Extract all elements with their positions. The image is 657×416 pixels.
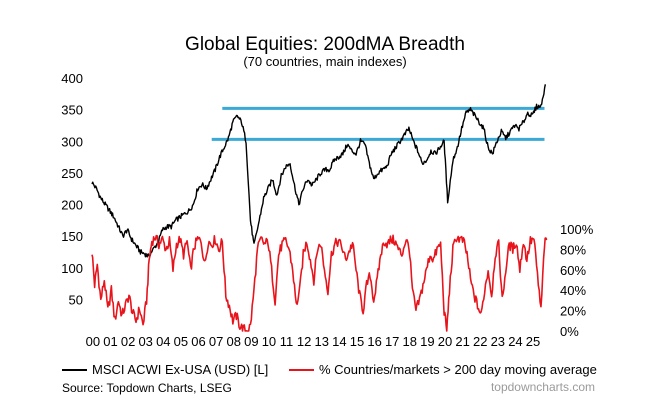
series-lines [91,84,548,332]
right-tick-label: 100% [560,222,594,237]
series-line-msci [91,84,547,258]
x-tick-label: 03 [138,334,152,349]
x-tick-label: 13 [315,334,329,349]
left-tick-label: 50 [69,292,83,307]
left-tick-label: 350 [61,103,83,118]
x-tick-label: 12 [297,334,311,349]
legend-label-breadth: % Countries/markets > 200 day moving ave… [319,362,597,377]
x-tick-label: 22 [473,334,487,349]
left-tick-label: 200 [61,198,83,213]
x-tick-label: 23 [491,334,505,349]
right-tick-label: 0% [560,324,579,339]
x-tick-label: 08 [226,334,240,349]
x-tick-label: 19 [420,334,434,349]
x-tick-label: 07 [209,334,223,349]
source-note: Source: Topdown Charts, LSEG [62,381,232,395]
x-tick-label: 01 [103,334,117,349]
x-tick-label: 20 [438,334,452,349]
right-tick-label: 60% [560,263,586,278]
x-tick-label: 10 [262,334,276,349]
legend-label-msci: MSCI ACWI Ex-USA (USD) [L] [92,362,268,377]
x-tick-label: 16 [367,334,381,349]
right-tick-label: 40% [560,283,586,298]
x-tick-label: 24 [508,334,522,349]
left-tick-label: 100 [61,261,83,276]
left-tick-label: 250 [61,166,83,181]
x-tick-label: 15 [350,334,364,349]
left-tick-label: 400 [61,71,83,86]
right-tick-label: 80% [560,242,586,257]
x-tick-label: 02 [121,334,135,349]
left-axis-ticks: 50 100 150 200 250 300 350 400 [61,71,83,307]
series-line-breadth [91,234,548,332]
x-tick-label: 14 [332,334,346,349]
x-tick-label: 21 [455,334,469,349]
left-tick-label: 300 [61,134,83,149]
reference-lines [211,106,545,141]
x-tick-label: 05 [174,334,188,349]
x-tick-label: 11 [280,334,294,349]
x-tick-label: 09 [244,334,258,349]
left-tick-label: 150 [61,229,83,244]
right-axis-ticks: 0% 20% 40% 60% 80% 100% [560,222,594,339]
legend: MSCI ACWI Ex-USA (USD) [L] % Countries/m… [62,362,597,377]
x-tick-label: 00 [86,334,100,349]
chart-title: Global Equities: 200dMA Breadth [185,34,465,55]
x-axis-ticks: 00 01 02 03 04 05 06 07 08 09 10 11 12 13 14 15 16 17 18 19… [86,334,541,349]
x-tick-label: 18 [403,334,417,349]
x-tick-label: 25 [526,334,540,349]
x-tick-label: 17 [385,334,399,349]
x-tick-label: 04 [156,334,170,349]
chart-subtitle: (70 countries, main indexes) [243,54,406,69]
watermark: topdowncharts.com [491,380,595,394]
x-tick-label: 06 [191,334,205,349]
right-tick-label: 20% [560,304,586,319]
